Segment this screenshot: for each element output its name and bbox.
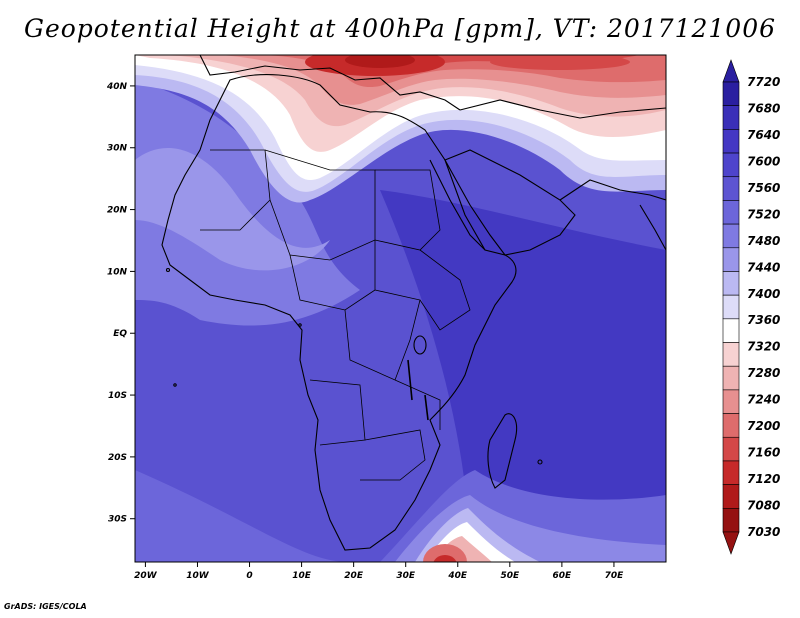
colorbar-label: 7720 [747, 75, 780, 89]
colorbar-swatch [722, 484, 740, 509]
colorbar-swatch [722, 176, 740, 201]
colorbar-swatch [722, 318, 740, 343]
colorbar-swatch [722, 342, 740, 367]
colorbar-swatch [722, 247, 740, 272]
colorbar-swatch [722, 389, 740, 414]
map-title: Geopotential Height at 400hPa [gpm], VT:… [23, 14, 777, 43]
lon-label: 70E [605, 571, 625, 581]
lon-label: 50E [500, 571, 520, 581]
colorbar-label: 7400 [747, 287, 780, 301]
lon-label: 20W [134, 571, 158, 581]
colorbar-swatch [722, 200, 740, 225]
lat-label: 10S [108, 391, 127, 401]
colorbar-label: 7120 [747, 472, 780, 486]
lat-label: EQ [113, 329, 127, 339]
lon-label: 10W [186, 571, 210, 581]
colorbar-label: 7480 [747, 234, 780, 248]
map-frame [134, 54, 667, 563]
colorbar-label: 7680 [747, 101, 780, 115]
grads-credit: GrADS: IGES/COLA [4, 602, 87, 611]
colorbar-swatch [722, 508, 740, 533]
colorbar-swatch [722, 81, 740, 106]
colorbar-swatch [722, 460, 740, 485]
lon-label: 20E [344, 571, 364, 581]
colorbar-label: 7520 [747, 207, 780, 221]
colorbar-label: 7080 [747, 499, 780, 513]
lon-label: 10E [292, 571, 312, 581]
colorbar-label: 7240 [747, 393, 780, 407]
colorbar-swatch [722, 152, 740, 178]
colorbar-swatch [722, 413, 740, 438]
colorbar-swatch [722, 223, 740, 249]
lon-label: 60E [553, 571, 573, 581]
lon-label: 40E [447, 571, 468, 581]
colorbar-label: 7280 [747, 366, 780, 380]
colorbar-swatch [722, 271, 740, 296]
colorbar-label: 7200 [747, 419, 780, 433]
height-field [135, 55, 666, 562]
lat-label: 20S [108, 453, 127, 463]
lon-label: 0 [246, 571, 252, 581]
longitude-axis: 20W 10W 0 10E 20E 30E 40E 50E 60E 70E [134, 562, 624, 581]
colorbar: 7720 7680 7640 7600 7560 7520 7480 7440 7400 7360… [722, 59, 780, 555]
colorbar-label: 7560 [747, 181, 780, 195]
lat-label: 30N [107, 144, 128, 154]
colorbar-swatch [722, 365, 740, 391]
colorbar-label: 7600 [747, 154, 780, 168]
colorbar-swatch [722, 129, 740, 154]
lat-label: 10N [107, 267, 128, 277]
coastlines [161, 55, 666, 551]
colorbar-label: 7160 [747, 446, 780, 460]
colorbar-label: 7640 [747, 128, 780, 142]
colorbar-swatch [722, 105, 740, 130]
colorbar-top-arrow [722, 59, 740, 83]
lon-label: 30E [396, 571, 416, 581]
colorbar-swatch [722, 436, 740, 462]
colorbar-bottom-arrow [722, 531, 740, 555]
colorbar-label: 7030 [747, 525, 780, 539]
latitude-axis: 40N 30N 20N 10N EQ 10S 20S 30S [106, 82, 135, 525]
colorbar-label: 7440 [747, 260, 780, 274]
lat-label: 30S [108, 515, 127, 525]
colorbar-label: 7320 [747, 340, 780, 354]
lat-label: 20N [107, 206, 128, 216]
lat-label: 40N [106, 82, 128, 92]
colorbar-label: 7360 [747, 313, 780, 327]
colorbar-swatch [722, 294, 740, 320]
